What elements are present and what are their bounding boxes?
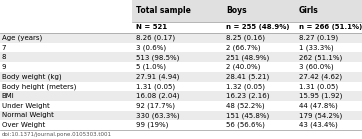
Bar	[0, 22, 362, 33]
Text: 27.42 (4.62): 27.42 (4.62)	[299, 73, 342, 80]
Bar	[0, 81, 362, 91]
Text: Body height (meters): Body height (meters)	[2, 83, 76, 90]
Text: Girls: Girls	[299, 6, 319, 15]
Bar	[0, 62, 362, 72]
Text: BMI: BMI	[2, 93, 14, 99]
Text: 8.27 (0.19): 8.27 (0.19)	[299, 35, 338, 41]
Text: 251 (48.9%): 251 (48.9%)	[226, 54, 269, 61]
Text: 7: 7	[2, 45, 6, 51]
Text: 8.26 (0.17): 8.26 (0.17)	[136, 35, 175, 41]
Bar	[0, 33, 362, 43]
Text: 43 (43.4%): 43 (43.4%)	[299, 122, 337, 128]
Text: 3 (60.0%): 3 (60.0%)	[299, 64, 333, 70]
Text: 56 (56.6%): 56 (56.6%)	[226, 122, 265, 128]
Text: 262 (51.1%): 262 (51.1%)	[299, 54, 342, 61]
Text: 5 (1.0%): 5 (1.0%)	[136, 64, 166, 70]
Text: 513 (98.5%): 513 (98.5%)	[136, 54, 179, 61]
Text: 179 (54.2%): 179 (54.2%)	[299, 112, 342, 119]
Text: Body weight (kg): Body weight (kg)	[2, 73, 62, 80]
Bar	[0, 111, 362, 120]
Bar	[0, 72, 362, 81]
Text: Total sample: Total sample	[136, 6, 191, 15]
Text: 2 (40.0%): 2 (40.0%)	[226, 64, 261, 70]
Text: 92 (17.7%): 92 (17.7%)	[136, 102, 175, 109]
Text: 1.31 (0.05): 1.31 (0.05)	[299, 83, 338, 90]
Text: Age (years): Age (years)	[2, 35, 42, 41]
Text: 1.32 (0.05): 1.32 (0.05)	[226, 83, 265, 90]
Text: 330 (63.3%): 330 (63.3%)	[136, 112, 180, 119]
Text: 8.25 (0.16): 8.25 (0.16)	[226, 35, 265, 41]
Text: 16.08 (2.04): 16.08 (2.04)	[136, 93, 179, 99]
Text: N = 521: N = 521	[136, 24, 167, 30]
Text: 1 (33.3%): 1 (33.3%)	[299, 44, 333, 51]
Bar	[0, 43, 362, 52]
Text: Under Weight: Under Weight	[2, 103, 50, 109]
Text: doi:10.1371/journal.pone.0105303.t001: doi:10.1371/journal.pone.0105303.t001	[2, 132, 112, 137]
Text: n = 255 (48.9%): n = 255 (48.9%)	[226, 24, 290, 30]
Text: 15.95 (1.92): 15.95 (1.92)	[299, 93, 342, 99]
Bar	[132, 0, 362, 22]
Text: 99 (19%): 99 (19%)	[136, 122, 168, 128]
Text: 2 (66.7%): 2 (66.7%)	[226, 44, 261, 51]
Bar	[0, 52, 362, 62]
Text: 151 (45.8%): 151 (45.8%)	[226, 112, 269, 119]
Text: Over Weight: Over Weight	[2, 122, 45, 128]
Text: 3 (0.6%): 3 (0.6%)	[136, 44, 166, 51]
Text: 8: 8	[2, 54, 6, 60]
Text: Boys: Boys	[226, 6, 247, 15]
Text: 27.91 (4.94): 27.91 (4.94)	[136, 73, 179, 80]
Text: Normal Weight: Normal Weight	[2, 112, 54, 118]
Text: n = 266 (51.1%): n = 266 (51.1%)	[299, 24, 362, 30]
Bar	[0, 91, 362, 101]
Text: 48 (52.2%): 48 (52.2%)	[226, 102, 265, 109]
Bar	[0, 101, 362, 111]
Bar	[0, 120, 362, 130]
Text: 9: 9	[2, 64, 6, 70]
Text: 44 (47.8%): 44 (47.8%)	[299, 102, 337, 109]
Text: 16.23 (2.16): 16.23 (2.16)	[226, 93, 270, 99]
Text: 1.31 (0.05): 1.31 (0.05)	[136, 83, 175, 90]
Text: 28.41 (5.21): 28.41 (5.21)	[226, 73, 269, 80]
